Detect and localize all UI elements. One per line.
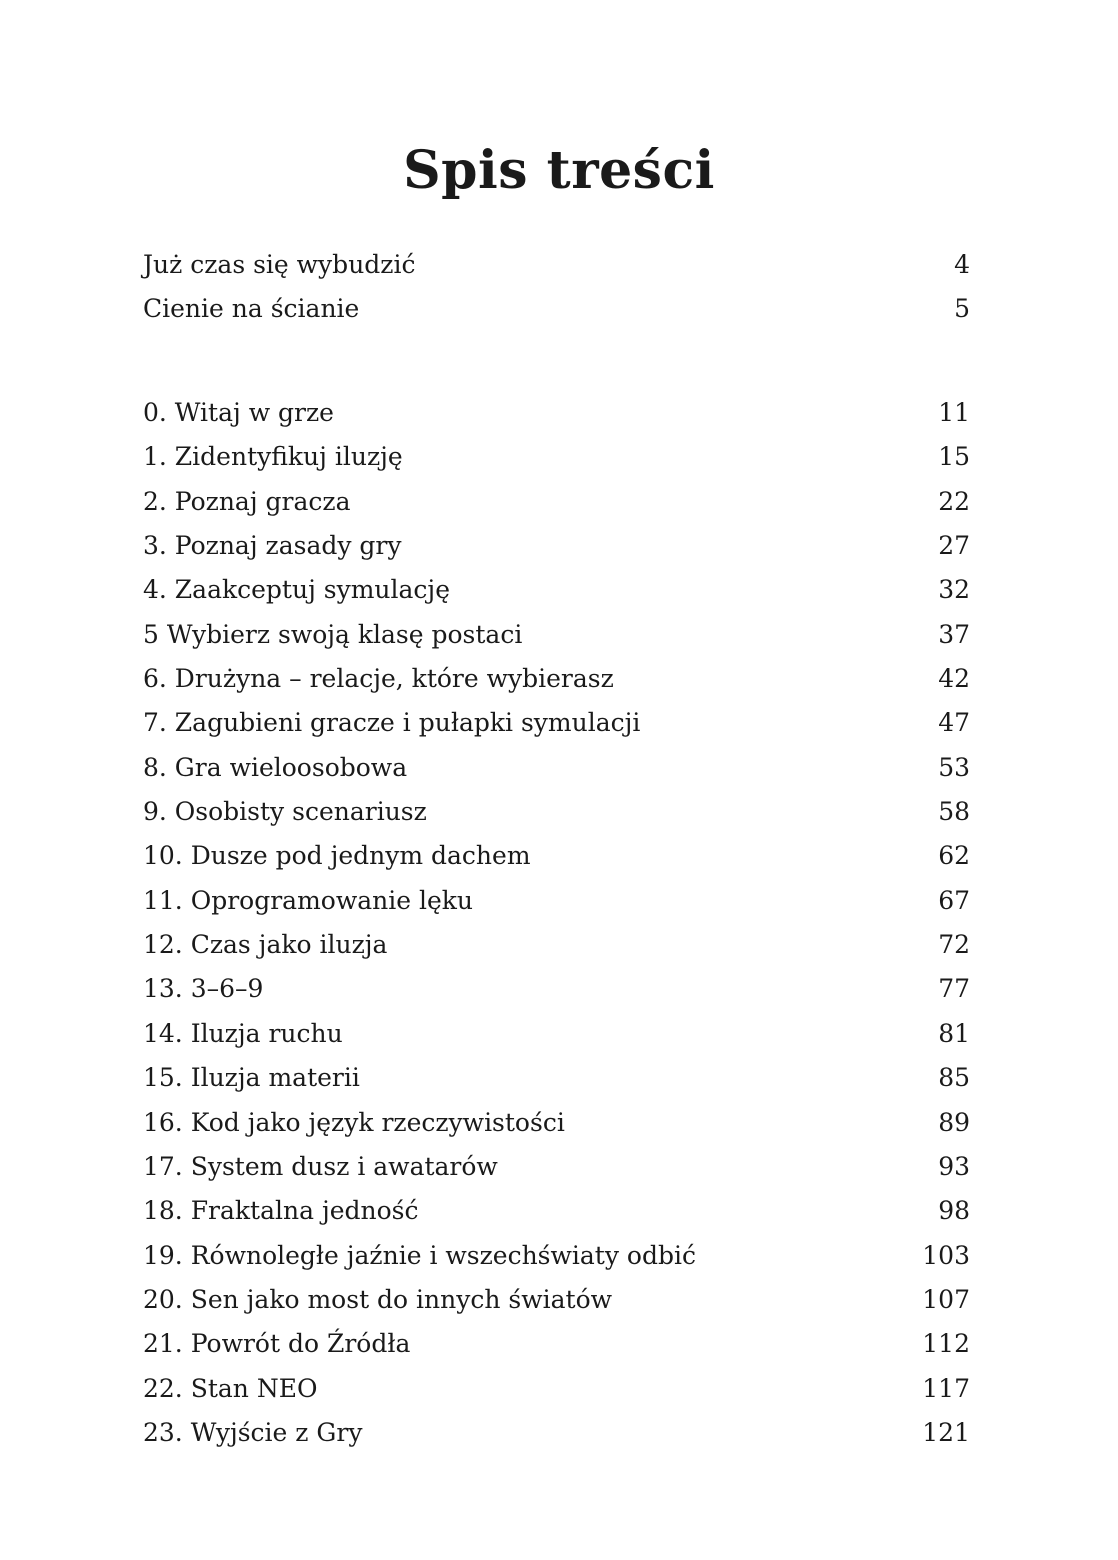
- toc-entry-page: 62: [938, 841, 970, 871]
- toc-entry-page: 27: [938, 531, 970, 561]
- toc-entry: 11. Oprogramowanie lęku 67: [143, 879, 970, 923]
- toc-entry-title: 2. Poznaj gracza: [143, 486, 351, 516]
- chapter-list: 0. Witaj w grze 11 1. Zidentyfikuj iluzję 1…: [143, 391, 970, 1455]
- toc-entry: 13. 3–6–9 77: [143, 967, 970, 1011]
- toc-entry-page: 81: [938, 1018, 970, 1048]
- toc-entry-title: 5 Wybierz swoją klasę postaci: [143, 619, 523, 649]
- toc-entry-title: 19. Równoległe jaźnie i wszechświaty odb…: [143, 1240, 696, 1270]
- toc-entry-page: 67: [938, 885, 970, 915]
- toc-entry: Cienie na ścianie 5: [143, 287, 970, 331]
- toc-entry-title: 9. Osobisty scenariusz: [143, 797, 427, 827]
- toc-entry-page: 47: [938, 708, 970, 738]
- toc-entry-title: 16. Kod jako język rzeczywistości: [143, 1107, 565, 1137]
- toc-entry-page: 89: [938, 1107, 970, 1137]
- toc-entry-page: 53: [938, 752, 970, 782]
- toc-entry-page: 117: [922, 1373, 970, 1403]
- toc-entry-title: 17. System dusz i awatarów: [143, 1151, 498, 1181]
- toc-entry-page: 15: [938, 442, 970, 472]
- toc-entry-title: 10. Dusze pod jednym dachem: [143, 841, 531, 871]
- toc-entry-page: 85: [938, 1063, 970, 1093]
- toc-entry: 9. Osobisty scenariusz 58: [143, 790, 970, 834]
- toc-entry: 22. Stan NEO 117: [143, 1367, 970, 1411]
- toc-entry: 2. Poznaj gracza 22: [143, 480, 970, 524]
- toc-entry-title: 12. Czas jako iluzja: [143, 930, 388, 960]
- toc-entry-page: 121: [922, 1417, 970, 1447]
- page-title: Spis treści: [403, 140, 715, 201]
- toc-entry: 8. Gra wieloosobowa 53: [143, 746, 970, 790]
- toc-entry-page: 77: [938, 974, 970, 1004]
- toc-entry-page: 22: [938, 486, 970, 516]
- toc-entry-page: 98: [938, 1196, 970, 1226]
- toc-entry-title: 3. Poznaj zasady gry: [143, 531, 402, 561]
- toc-entry: 4. Zaakceptuj symulację 32: [143, 568, 970, 612]
- toc-entry-page: 72: [938, 930, 970, 960]
- toc-entry-title: 6. Drużyna – relacje, które wybierasz: [143, 664, 614, 694]
- toc-entry-title: 22. Stan NEO: [143, 1373, 318, 1403]
- toc-entry-title: 8. Gra wieloosobowa: [143, 752, 408, 782]
- toc-entry-title: Już czas się wybudzić: [143, 250, 416, 279]
- toc-entry-title: 11. Oprogramowanie lęku: [143, 885, 474, 915]
- toc-entry: 10. Dusze pod jednym dachem 62: [143, 834, 970, 878]
- toc-entry-page: 103: [922, 1240, 970, 1270]
- toc-entry-title: 4. Zaakceptuj symulację: [143, 575, 450, 605]
- toc-entry-title: 14. Iluzja ruchu: [143, 1018, 343, 1048]
- toc-entry: 1. Zidentyfikuj iluzję 15: [143, 435, 970, 479]
- toc-entry: 6. Drużyna – relacje, które wybierasz 42: [143, 657, 970, 701]
- toc-entry-page: 5: [954, 294, 970, 324]
- toc-entry: 17. System dusz i awatarów 93: [143, 1145, 970, 1189]
- toc-entry: Już czas się wybudzić 4: [143, 243, 970, 287]
- toc-entry-page: 37: [938, 619, 970, 649]
- toc-entry-title: 21. Powrót do Źródła: [143, 1329, 411, 1359]
- toc-entry-title: 15. Iluzja materii: [143, 1063, 360, 1093]
- toc-entry: 23. Wyjście z Gry 121: [143, 1411, 970, 1455]
- toc-entry-title: 20. Sen jako most do innych światów: [143, 1284, 613, 1314]
- toc-entry: 21. Powrót do Źródła 112: [143, 1322, 970, 1366]
- toc-entry: 3. Poznaj zasady gry 27: [143, 524, 970, 568]
- toc-entry-page: 93: [938, 1151, 970, 1181]
- toc-entry-page: 58: [938, 797, 970, 827]
- toc-entry-title: Cienie na ścianie: [143, 294, 360, 324]
- toc-entry: 5 Wybierz swoją klasę postaci 37: [143, 613, 970, 657]
- toc-entry-title: 23. Wyjście z Gry: [143, 1417, 363, 1447]
- intro-list: Już czas się wybudzić 4 Cienie na ścianie 5: [143, 243, 970, 332]
- toc-entry-title: 1. Zidentyfikuj iluzję: [143, 442, 403, 472]
- toc-entry-title: 7. Zagubieni gracze i pułapki symulacji: [143, 708, 641, 738]
- toc-entry: 12. Czas jako iluzja 72: [143, 923, 970, 967]
- toc-entry: 15. Iluzja materii 85: [143, 1056, 970, 1100]
- toc-entry-page: 107: [922, 1284, 970, 1314]
- toc-entry-page: 11: [938, 398, 970, 427]
- toc-entry-title: 18. Fraktalna jedność: [143, 1196, 419, 1226]
- toc-entry-page: 42: [938, 664, 970, 694]
- toc-entry: 14. Iluzja ruchu 81: [143, 1012, 970, 1056]
- toc-entry-page: 32: [938, 575, 970, 605]
- toc-entry: 7. Zagubieni gracze i pułapki symulacji 4…: [143, 701, 970, 745]
- toc-entry: 20. Sen jako most do innych światów 107: [143, 1278, 970, 1322]
- toc-entry: 0. Witaj w grze 11: [143, 391, 970, 435]
- toc-entry-title: 0. Witaj w grze: [143, 398, 334, 427]
- toc-entry-page: 4: [954, 250, 970, 279]
- toc-entry: 19. Równoległe jaźnie i wszechświaty odb…: [143, 1234, 970, 1278]
- toc-entry-title: 13. 3–6–9: [143, 974, 264, 1004]
- toc-entry: 18. Fraktalna jedność 98: [143, 1189, 970, 1233]
- toc-entry: 16. Kod jako język rzeczywistości 89: [143, 1101, 970, 1145]
- toc-entry-page: 112: [922, 1329, 970, 1359]
